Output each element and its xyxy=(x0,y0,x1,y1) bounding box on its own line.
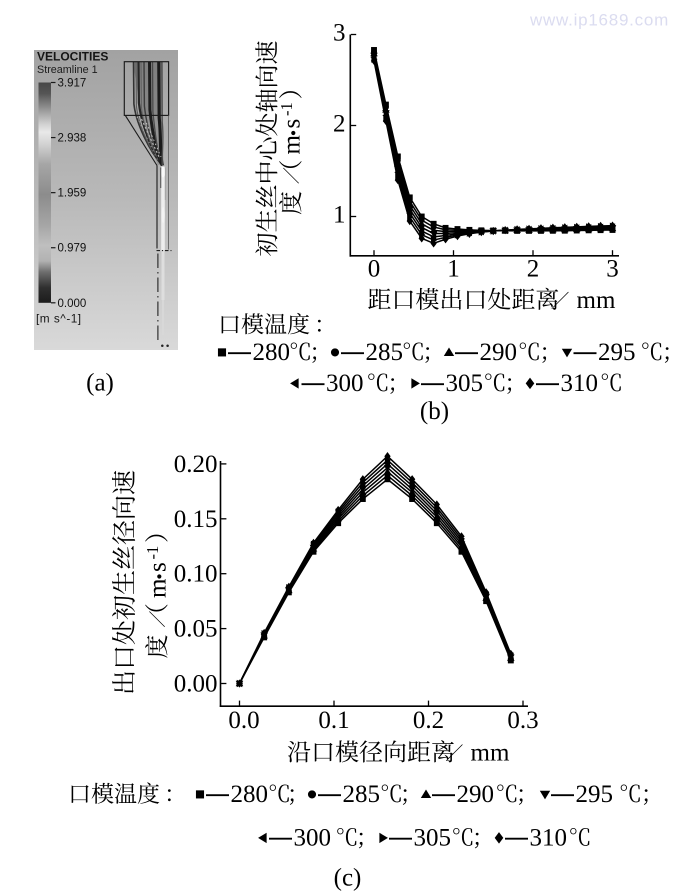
svg-text:290: 290 xyxy=(480,339,518,366)
svg-text:0.979: 0.979 xyxy=(58,243,87,255)
svg-text:-1: -1 xyxy=(143,546,162,560)
svg-text:295: 295 xyxy=(576,781,614,808)
svg-text:(a): (a) xyxy=(86,370,114,397)
svg-text:-1: -1 xyxy=(277,102,296,116)
svg-text:290: 290 xyxy=(457,781,495,808)
svg-text:s: s xyxy=(145,562,172,572)
svg-text:0.0: 0.0 xyxy=(228,707,259,734)
svg-text:2: 2 xyxy=(333,111,346,138)
svg-text:280: 280 xyxy=(231,781,269,808)
svg-text:2: 2 xyxy=(527,256,540,283)
svg-text:285: 285 xyxy=(343,781,381,808)
svg-text:mm: mm xyxy=(471,740,510,767)
svg-text:0.2: 0.2 xyxy=(413,707,444,734)
svg-text:mm: mm xyxy=(577,287,616,314)
svg-text:VELOCITIES: VELOCITIES xyxy=(37,50,108,64)
svg-text:3.917: 3.917 xyxy=(58,78,87,90)
svg-text:(c): (c) xyxy=(334,865,362,892)
svg-text:0.3: 0.3 xyxy=(507,707,538,734)
svg-text:310: 310 xyxy=(530,825,568,852)
svg-text:305: 305 xyxy=(414,825,452,852)
svg-text:0.00: 0.00 xyxy=(174,671,218,698)
svg-text:0.000: 0.000 xyxy=(58,298,87,310)
svg-text:3: 3 xyxy=(606,256,619,283)
svg-text:Streamline 1: Streamline 1 xyxy=(37,64,98,76)
svg-text:1: 1 xyxy=(447,256,460,283)
svg-text:[m s^-1]: [m s^-1] xyxy=(36,312,82,326)
svg-text:285: 285 xyxy=(366,339,404,366)
svg-text:s: s xyxy=(279,119,306,129)
svg-text:0.10: 0.10 xyxy=(174,561,218,588)
svg-text:0.15: 0.15 xyxy=(174,506,218,533)
svg-text:3: 3 xyxy=(333,20,346,47)
svg-text:0: 0 xyxy=(368,256,381,283)
svg-text:m: m xyxy=(145,578,172,598)
svg-text:www.ip1689.com: www.ip1689.com xyxy=(529,11,669,30)
svg-text:295: 295 xyxy=(598,339,636,366)
svg-text:0.20: 0.20 xyxy=(174,451,218,478)
svg-text:2.938: 2.938 xyxy=(58,133,87,145)
svg-text:(b): (b) xyxy=(420,398,449,425)
svg-text:0.05: 0.05 xyxy=(174,616,218,643)
svg-text:280: 280 xyxy=(253,339,291,366)
svg-text:300: 300 xyxy=(326,370,364,397)
svg-text:1: 1 xyxy=(333,202,346,229)
svg-text:300: 300 xyxy=(294,825,332,852)
svg-text:305: 305 xyxy=(446,370,484,397)
svg-text:1.959: 1.959 xyxy=(58,188,87,200)
svg-text:0.1: 0.1 xyxy=(318,707,349,734)
svg-text:310: 310 xyxy=(561,370,599,397)
svg-text:m: m xyxy=(279,135,306,155)
